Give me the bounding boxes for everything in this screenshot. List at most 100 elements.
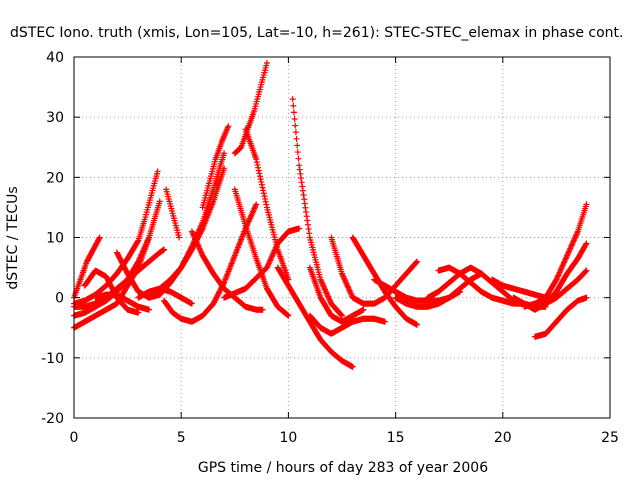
data-point: [146, 234, 153, 241]
data-point: [296, 166, 303, 173]
data-point: [296, 162, 303, 169]
series-14: [199, 123, 232, 211]
data-point: [583, 267, 590, 274]
series-18: [221, 225, 303, 301]
data-point: [291, 115, 298, 122]
data-point: [96, 235, 103, 242]
series-2: [71, 168, 161, 307]
y-tick-label: 20: [46, 170, 64, 186]
data-point: [285, 312, 292, 319]
y-tick-label: 30: [46, 110, 64, 126]
data-point: [292, 122, 299, 129]
data-point: [414, 321, 421, 328]
data-point: [582, 268, 589, 275]
data-point: [263, 201, 270, 208]
x-tick-label: 20: [494, 430, 512, 446]
data-point: [259, 184, 266, 191]
chart-title: dSTEC Iono. truth (xmis, Lon=105, Lat=-1…: [10, 25, 623, 41]
axis-ticks: 0 5 10 15 20 25 -20 -10 0 10 20 30 40: [41, 50, 619, 446]
data-point: [297, 170, 304, 177]
data-point: [294, 142, 301, 149]
data-point: [303, 213, 310, 220]
data-point: [293, 135, 300, 142]
data-point: [257, 173, 264, 180]
data-point: [262, 195, 269, 202]
x-tick-label: 10: [279, 430, 297, 446]
data-point: [263, 60, 270, 67]
data-point: [255, 167, 262, 174]
series-33: [521, 267, 590, 310]
series-10: [146, 165, 228, 301]
data-point: [349, 363, 356, 370]
series-22: [306, 264, 367, 325]
data-point: [306, 230, 313, 237]
series-21: [306, 312, 388, 337]
x-axis-label: GPS time / hours of day 283 of year 2006: [198, 460, 488, 476]
y-tick-label: 40: [46, 50, 64, 66]
data-point: [304, 217, 311, 224]
data-point: [146, 306, 153, 313]
data-point: [298, 175, 305, 182]
data-point: [188, 300, 195, 307]
data-point: [261, 193, 268, 200]
series-12: [163, 186, 183, 241]
data-point: [221, 165, 228, 172]
data-point: [300, 192, 307, 199]
data-point: [301, 196, 308, 203]
data-point: [360, 306, 367, 313]
series-13: [188, 228, 266, 313]
series-27: [424, 264, 517, 304]
data-point: [339, 312, 345, 319]
data-point: [302, 204, 309, 211]
x-tick-label: 5: [177, 430, 186, 446]
data-point: [256, 170, 263, 177]
series-6: [81, 267, 142, 316]
series-30: [531, 294, 590, 340]
series-5: [71, 246, 168, 310]
data-point: [301, 200, 308, 207]
data-point: [96, 234, 103, 241]
grid: [74, 57, 610, 418]
y-tick-label: -20: [41, 411, 64, 427]
data-point: [257, 176, 264, 183]
data-point: [221, 150, 228, 157]
x-tick-label: 15: [387, 430, 405, 446]
data-point: [413, 259, 420, 266]
data-point: [582, 241, 589, 248]
data-point: [381, 318, 388, 325]
data-point: [225, 123, 232, 130]
data-point: [304, 221, 311, 228]
data-point: [296, 225, 303, 232]
data-point: [414, 258, 421, 265]
y-tick-label: 0: [55, 291, 64, 307]
data-point: [135, 309, 142, 316]
data-point: [161, 246, 168, 253]
series-23: [328, 234, 421, 307]
data-point: [259, 306, 266, 313]
data-point: [262, 198, 269, 205]
data-point: [154, 168, 161, 175]
data-series: [71, 60, 590, 370]
data-point: [254, 161, 261, 168]
data-point: [260, 187, 267, 194]
data-point: [260, 190, 267, 197]
data-point: [583, 240, 590, 247]
data-point: [290, 109, 297, 116]
data-point: [583, 201, 590, 208]
x-tick-label: 0: [70, 430, 79, 446]
data-point: [299, 187, 306, 194]
data-point: [582, 268, 589, 275]
y-axis-label: dSTEC / TECUs: [5, 186, 21, 289]
data-point: [299, 183, 306, 190]
series-20: [289, 96, 345, 319]
data-point: [338, 312, 345, 319]
x-tick-label: 25: [601, 430, 619, 446]
series-17: [242, 126, 292, 283]
data-point: [253, 159, 260, 166]
data-point: [289, 96, 296, 103]
data-point: [294, 149, 301, 156]
data-point: [258, 181, 265, 188]
data-point: [253, 156, 260, 163]
